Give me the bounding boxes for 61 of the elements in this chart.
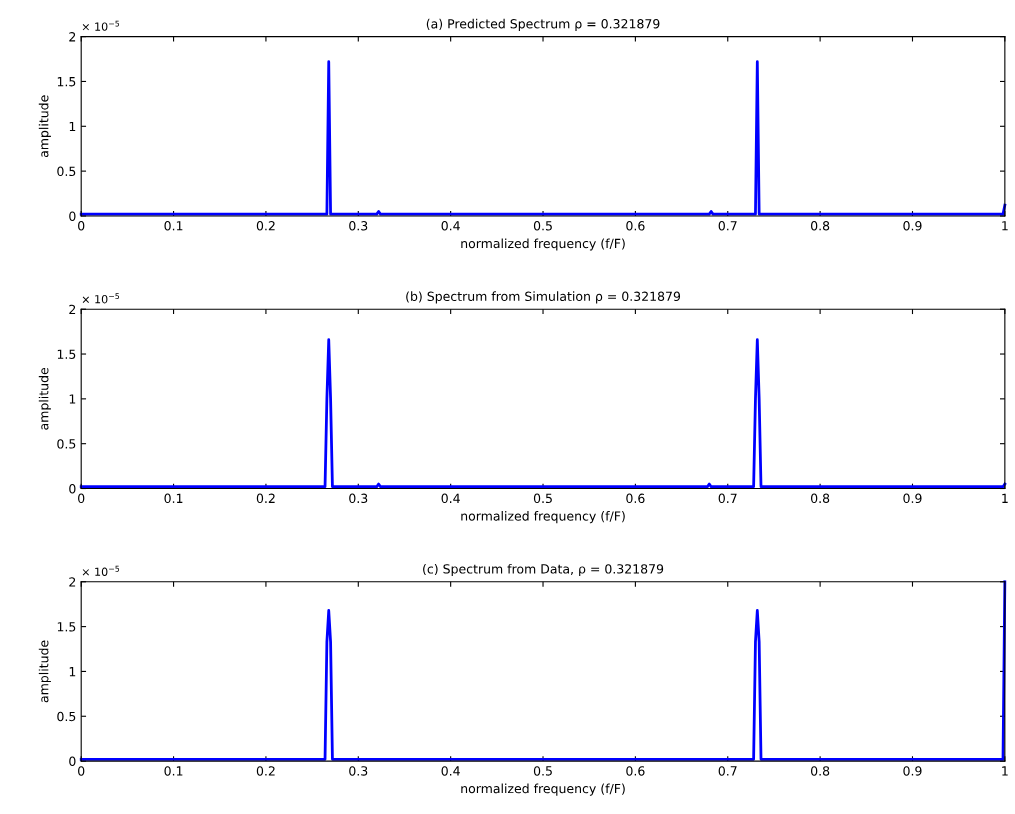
x-tick-label: 0.2	[256, 221, 275, 231]
x-tick-label: 0.6	[626, 221, 645, 231]
y-tick-label: 0	[69, 211, 76, 221]
x-tick-label: 0.5	[533, 221, 552, 231]
x-tick-label: 0.5	[533, 493, 552, 504]
x-tick-label: 0.7	[718, 766, 737, 776]
text: × 10$^{−5}$	[82, 20, 120, 31]
x-axis-title: normalized frequency (f/F)	[461, 511, 625, 524]
y-tick-label: 2	[69, 577, 76, 587]
x-tick-label: 1	[1002, 766, 1008, 776]
y-tick-label: 1	[69, 667, 76, 677]
x-tick-label: 0.9	[903, 766, 922, 776]
y-tick-label: 2	[69, 304, 76, 314]
x-tick-label: 0.8	[811, 766, 830, 776]
y-tick-label: 0.5	[57, 439, 76, 449]
x-tick-label: 1	[1002, 221, 1008, 231]
x-tick-label: 0.9	[903, 221, 922, 231]
y-tick-label: 0.5	[57, 711, 76, 722]
x-axis-title: normalized frequency (f/F)	[461, 238, 625, 251]
x-tick-label: 0.4	[441, 221, 460, 231]
y-tick-label: 0	[69, 483, 76, 494]
y-tick-label: 1.5	[57, 622, 76, 632]
x-tick-label: 0.4	[441, 766, 460, 776]
x-tick-label: 0.7	[718, 221, 737, 231]
x-tick-label: 0.3	[349, 221, 368, 231]
x-tick-label: 0.8	[811, 493, 830, 504]
y-tick-label: 0	[69, 756, 76, 767]
x-tick-label: 0.3	[349, 493, 368, 504]
y-tick-label: 1	[69, 394, 76, 404]
x-tick-label: 0.8	[811, 221, 830, 231]
x-tick-label: 0	[78, 221, 85, 231]
x-tick-label: 0.3	[349, 766, 368, 776]
y-axis-title: amplitude	[38, 95, 51, 158]
x-tick-label: 0.1	[164, 493, 183, 504]
x-tick-label: 0.2	[256, 766, 275, 776]
y-tick-label: 1.5	[57, 349, 76, 359]
x-tick-label: 0.1	[164, 221, 183, 231]
line-series	[79, 580, 1007, 761]
x-axis-title: normalized frequency (f/F)	[461, 783, 625, 796]
x-tick-label: 0.9	[903, 493, 922, 504]
x-tick-label: 0.4	[441, 493, 460, 504]
x-tick-label: 0.2	[256, 493, 275, 504]
x-tick-label: 0.6	[626, 766, 645, 776]
y-axis-title: amplitude	[38, 367, 51, 430]
y-axis-title: amplitude	[38, 640, 51, 703]
y-tick-label: 2	[69, 32, 76, 42]
chart-title: (c) Spectrum from Data, ρ = 0.321879	[423, 563, 664, 577]
y-tick-label: 1	[69, 121, 76, 132]
y-tick-label: 0.5	[57, 166, 76, 177]
text: × 10$^{−5}$	[82, 565, 120, 576]
text: × 10$^{−5}$	[82, 293, 120, 304]
x-tick-label: 0.1	[164, 766, 183, 776]
chart-title: (a) Predicted Spectrum ρ = 0.321879	[426, 18, 660, 31]
x-tick-label: 0.7	[718, 493, 737, 504]
x-tick-label: 0.6	[626, 493, 645, 504]
x-tick-label: 1	[1002, 493, 1008, 503]
x-tick-label: 0	[78, 766, 85, 776]
x-tick-label: 0	[78, 493, 85, 504]
x-tick-label: 0.5	[533, 766, 552, 776]
y-tick-label: 1.5	[57, 77, 76, 87]
chart-title: (b) Spectrum from Simulation ρ = 0.321879	[406, 291, 681, 304]
